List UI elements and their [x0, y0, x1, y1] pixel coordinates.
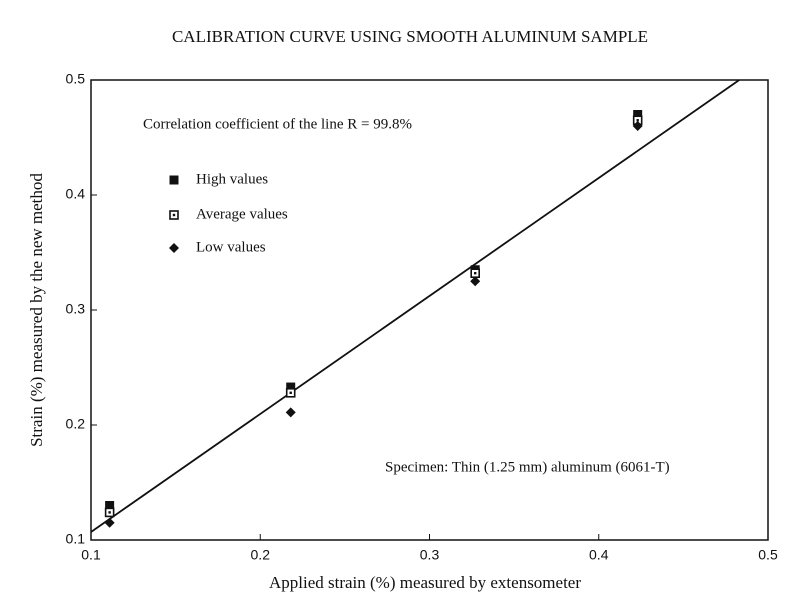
point [632, 121, 643, 131]
point [286, 382, 296, 392]
point [104, 517, 115, 528]
y-tick-label: 0.2 [66, 416, 86, 432]
point [470, 276, 481, 287]
x-tick-label: 0.1 [81, 547, 101, 563]
y-tick-label: 0.5 [66, 71, 86, 87]
x-tick-label: 0.4 [589, 547, 609, 563]
point-dot [636, 119, 639, 122]
x-tick-label: 0.2 [251, 547, 271, 563]
chart-title: CALIBRATION CURVE USING SMOOTH ALUMINUM … [172, 27, 648, 46]
x-tick-label: 0.3 [420, 547, 440, 563]
legend-marker [169, 243, 179, 253]
point-dot [289, 391, 292, 394]
y-tick-label: 0.4 [66, 186, 86, 202]
legend-label: High values [196, 171, 268, 187]
annotation: Correlation coefficient of the line R = … [143, 116, 412, 132]
point [633, 110, 643, 119]
point [285, 407, 296, 418]
legend-marker [169, 175, 179, 185]
fit-line [90, 79, 740, 533]
point-dot [473, 272, 477, 275]
y-axis-label: Strain (%) measured by the new method [27, 173, 46, 447]
annotation: Specimen: Thin (1.25 mm) aluminum (6061-… [385, 459, 670, 475]
x-tick-label: 0.5 [758, 547, 778, 563]
legend-label: Low values [196, 239, 266, 255]
y-tick-label: 0.1 [66, 531, 86, 547]
y-tick-label: 0.3 [66, 301, 86, 317]
legend-label: Average values [196, 206, 288, 222]
point [105, 501, 115, 510]
point-dot [108, 511, 111, 514]
legend-marker-dot [172, 213, 176, 217]
x-axis-label: Applied strain (%) measured by extensome… [269, 573, 581, 592]
